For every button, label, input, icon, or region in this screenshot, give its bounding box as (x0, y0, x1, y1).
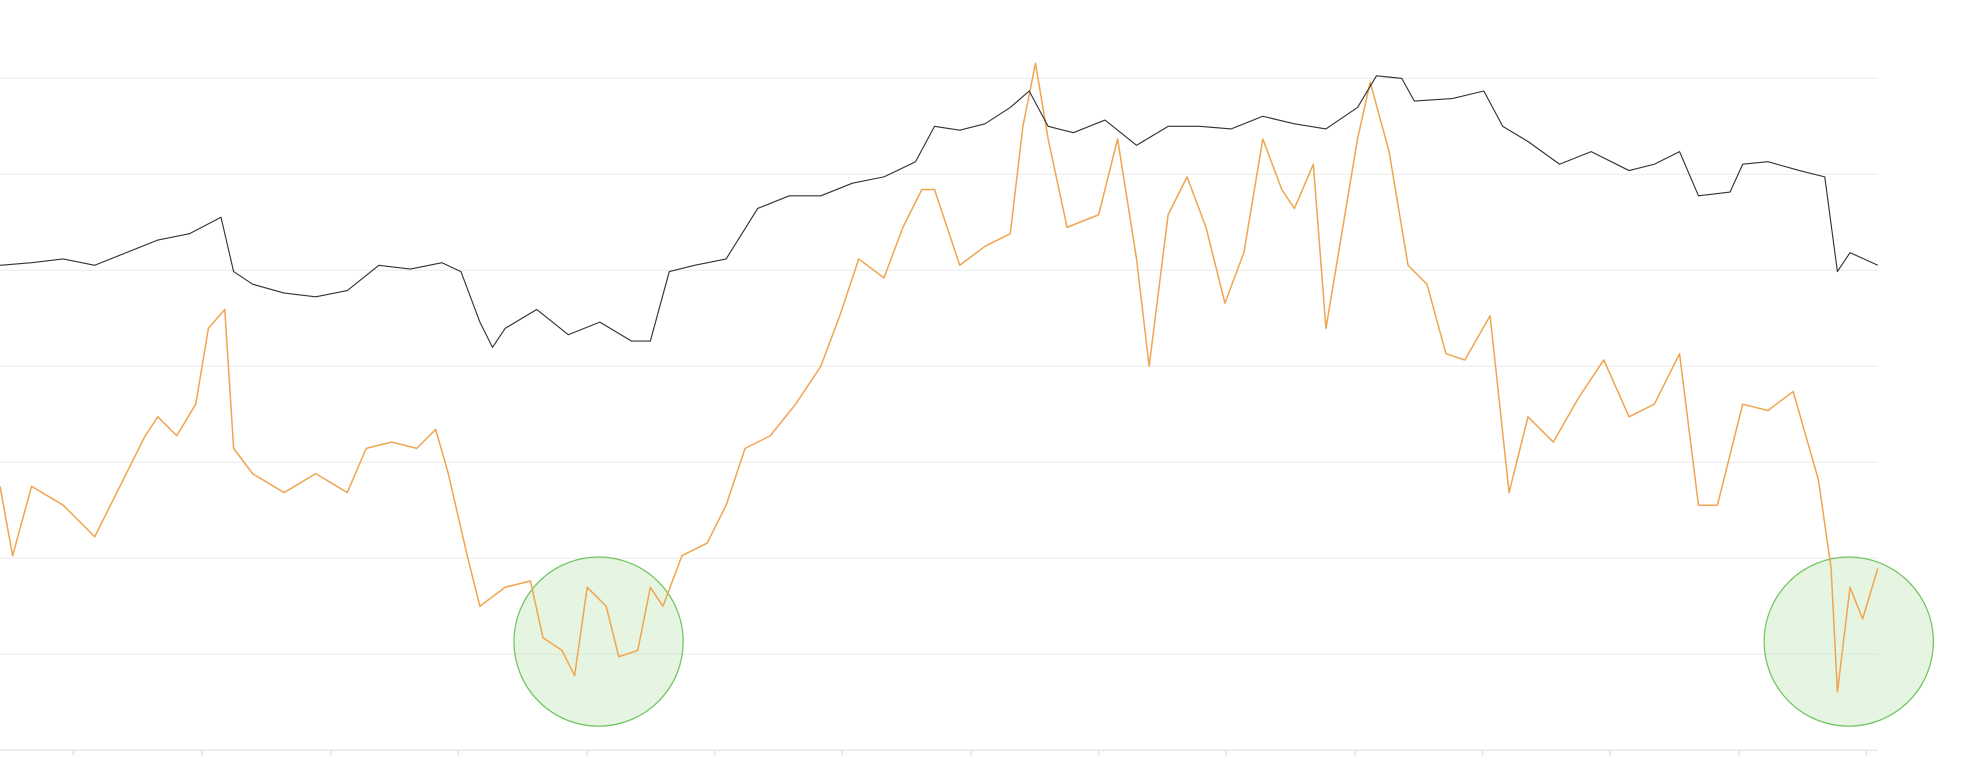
highlight-circle (1763, 556, 1935, 727)
highlight-circle (513, 556, 684, 727)
lines (0, 62, 1879, 693)
grid (0, 77, 1878, 756)
series-line (0, 75, 1879, 348)
series-line (0, 62, 1879, 693)
